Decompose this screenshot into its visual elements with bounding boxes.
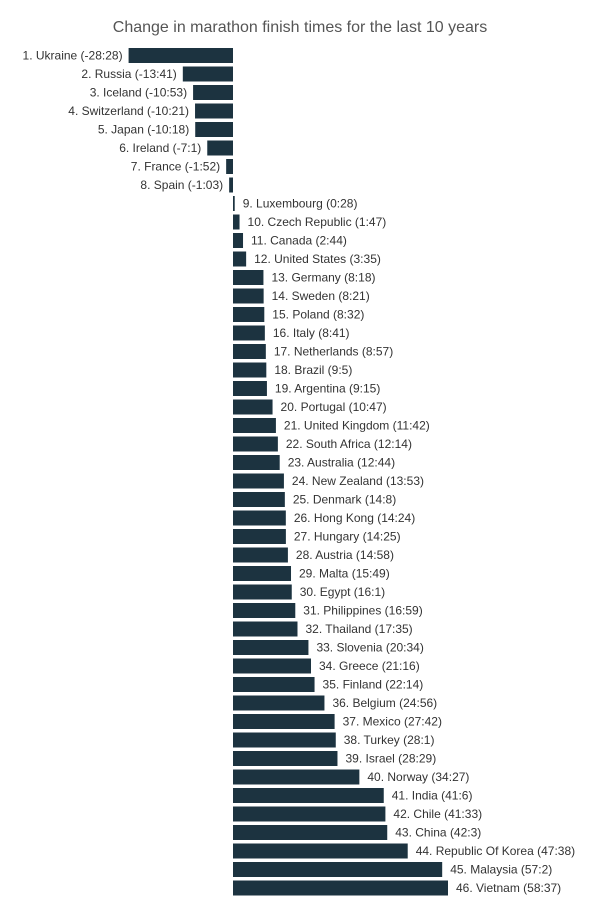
bar-41 (233, 788, 384, 803)
bar-label-41: 41. India (41:6) (392, 789, 473, 803)
bar-5 (195, 122, 233, 137)
bar-45 (233, 862, 443, 877)
bar-10 (233, 214, 240, 230)
bar-label-23: 23. Australia (12:44) (288, 456, 395, 470)
bar-label-27: 27. Hungary (14:25) (294, 530, 401, 544)
bar-13 (233, 270, 264, 285)
bar-32 (233, 621, 298, 637)
bar-label-34: 34. Greece (21:16) (319, 659, 420, 673)
bar-8 (229, 177, 233, 193)
bar-label-31: 31. Philippines (16:59) (303, 604, 422, 618)
bar-label-40: 40. Norway (34:27) (367, 770, 469, 784)
bar-label-44: 44. Republic Of Korea (47:38) (416, 844, 575, 858)
bar-label-32: 32. Thailand (17:35) (305, 622, 412, 636)
bar-44 (233, 843, 408, 859)
bar-label-16: 16. Italy (8:41) (273, 326, 350, 340)
bar-6 (207, 140, 233, 156)
bar-26 (233, 510, 286, 526)
bar-label-5: 5. Japan (-10:18) (98, 123, 189, 137)
bar-label-8: 8. Spain (-1:03) (140, 178, 223, 192)
bar-label-37: 37. Mexico (27:42) (343, 715, 442, 729)
bar-label-28: 28. Austria (14:58) (296, 548, 394, 562)
bar-28 (233, 547, 288, 563)
bar-46 (233, 880, 448, 896)
bar-label-6: 6. Ireland (-7:1) (119, 141, 201, 155)
bar-11 (233, 233, 244, 248)
bar-label-20: 20. Portugal (10:47) (281, 400, 387, 414)
bar-label-17: 17. Netherlands (8:57) (274, 345, 393, 359)
bar-label-4: 4. Switzerland (-10:21) (68, 104, 189, 118)
bar-label-45: 45. Malaysia (57:2) (450, 863, 552, 877)
bar-label-22: 22. South Africa (12:14) (286, 437, 412, 451)
bar-27 (233, 529, 286, 544)
bar-34 (233, 658, 311, 674)
bar-label-39: 39. Israel (28:29) (345, 752, 436, 766)
bar-25 (233, 492, 285, 507)
bar-label-12: 12. United States (3:35) (254, 252, 381, 266)
bar-17 (233, 344, 266, 359)
bar-30 (233, 584, 292, 600)
bar-4 (195, 103, 233, 119)
bar-42 (233, 806, 386, 822)
bar-label-25: 25. Denmark (14:8) (293, 493, 396, 507)
bar-7 (226, 159, 233, 174)
bar-38 (233, 732, 336, 748)
bar-label-19: 19. Argentina (9:15) (275, 382, 380, 396)
bar-24 (233, 473, 284, 489)
bar-label-1: 1. Ukraine (-28:28) (23, 49, 123, 63)
bar-label-11: 11. Canada (2:44) (251, 234, 347, 248)
bar-label-2: 2. Russia (-13:41) (81, 67, 176, 81)
bars-layer (128, 48, 448, 896)
bar-2 (182, 66, 233, 82)
bar-label-15: 15. Poland (8:32) (272, 308, 364, 322)
bar-label-36: 36. Belgium (24:56) (332, 696, 437, 710)
bar-label-3: 3. Iceland (-10:53) (90, 86, 187, 100)
bar-label-10: 10. Czech Republic (1:47) (248, 215, 387, 229)
bar-35 (233, 677, 315, 692)
bar-label-30: 30. Egypt (16:1) (300, 585, 385, 599)
bar-33 (233, 640, 309, 655)
bar-36 (233, 695, 325, 711)
bar-label-35: 35. Finland (22:14) (323, 678, 424, 692)
bar-29 (233, 566, 292, 581)
bar-20 (233, 399, 273, 415)
bar-40 (233, 769, 360, 785)
bar-39 (233, 751, 338, 766)
bar-15 (233, 307, 265, 322)
bar-21 (233, 418, 276, 433)
bar-23 (233, 455, 280, 470)
bar-label-9: 9. Luxembourg (0:28) (243, 197, 358, 211)
bar-label-38: 38. Turkey (28:1) (344, 733, 435, 747)
bar-label-24: 24. New Zealand (13:53) (292, 474, 424, 488)
bar-31 (233, 603, 296, 618)
bar-22 (233, 436, 278, 452)
bar-18 (233, 362, 267, 378)
bar-label-7: 7. France (-1:52) (131, 160, 220, 174)
bar-37 (233, 714, 335, 729)
bar-label-26: 26. Hong Kong (14:24) (294, 511, 415, 525)
bar-1 (128, 48, 233, 63)
bar-label-33: 33. Slovenia (20:34) (316, 641, 423, 655)
bar-label-43: 43. China (42:3) (395, 826, 481, 840)
bar-label-14: 14. Sweden (8:21) (272, 289, 370, 303)
bar-3 (193, 85, 233, 100)
bar-label-13: 13. Germany (8:18) (271, 271, 375, 285)
bar-19 (233, 381, 267, 396)
bar-16 (233, 325, 265, 341)
bar-label-21: 21. United Kingdom (11:42) (284, 419, 430, 433)
bar-label-29: 29. Malta (15:49) (299, 567, 390, 581)
bar-43 (233, 825, 388, 840)
bar-9 (233, 196, 235, 211)
bar-label-18: 18. Brazil (9:5) (274, 363, 352, 377)
chart-title: Change in marathon finish times for the … (113, 19, 487, 36)
bar-12 (233, 251, 247, 267)
bar-label-46: 46. Vietnam (58:37) (456, 881, 561, 895)
labels-layer: 1. Ukraine (-28:28) 2. Russia (-13:41) 3. … (23, 49, 576, 896)
bar-label-42: 42. Chile (41:33) (393, 807, 482, 821)
bar-14 (233, 288, 264, 304)
